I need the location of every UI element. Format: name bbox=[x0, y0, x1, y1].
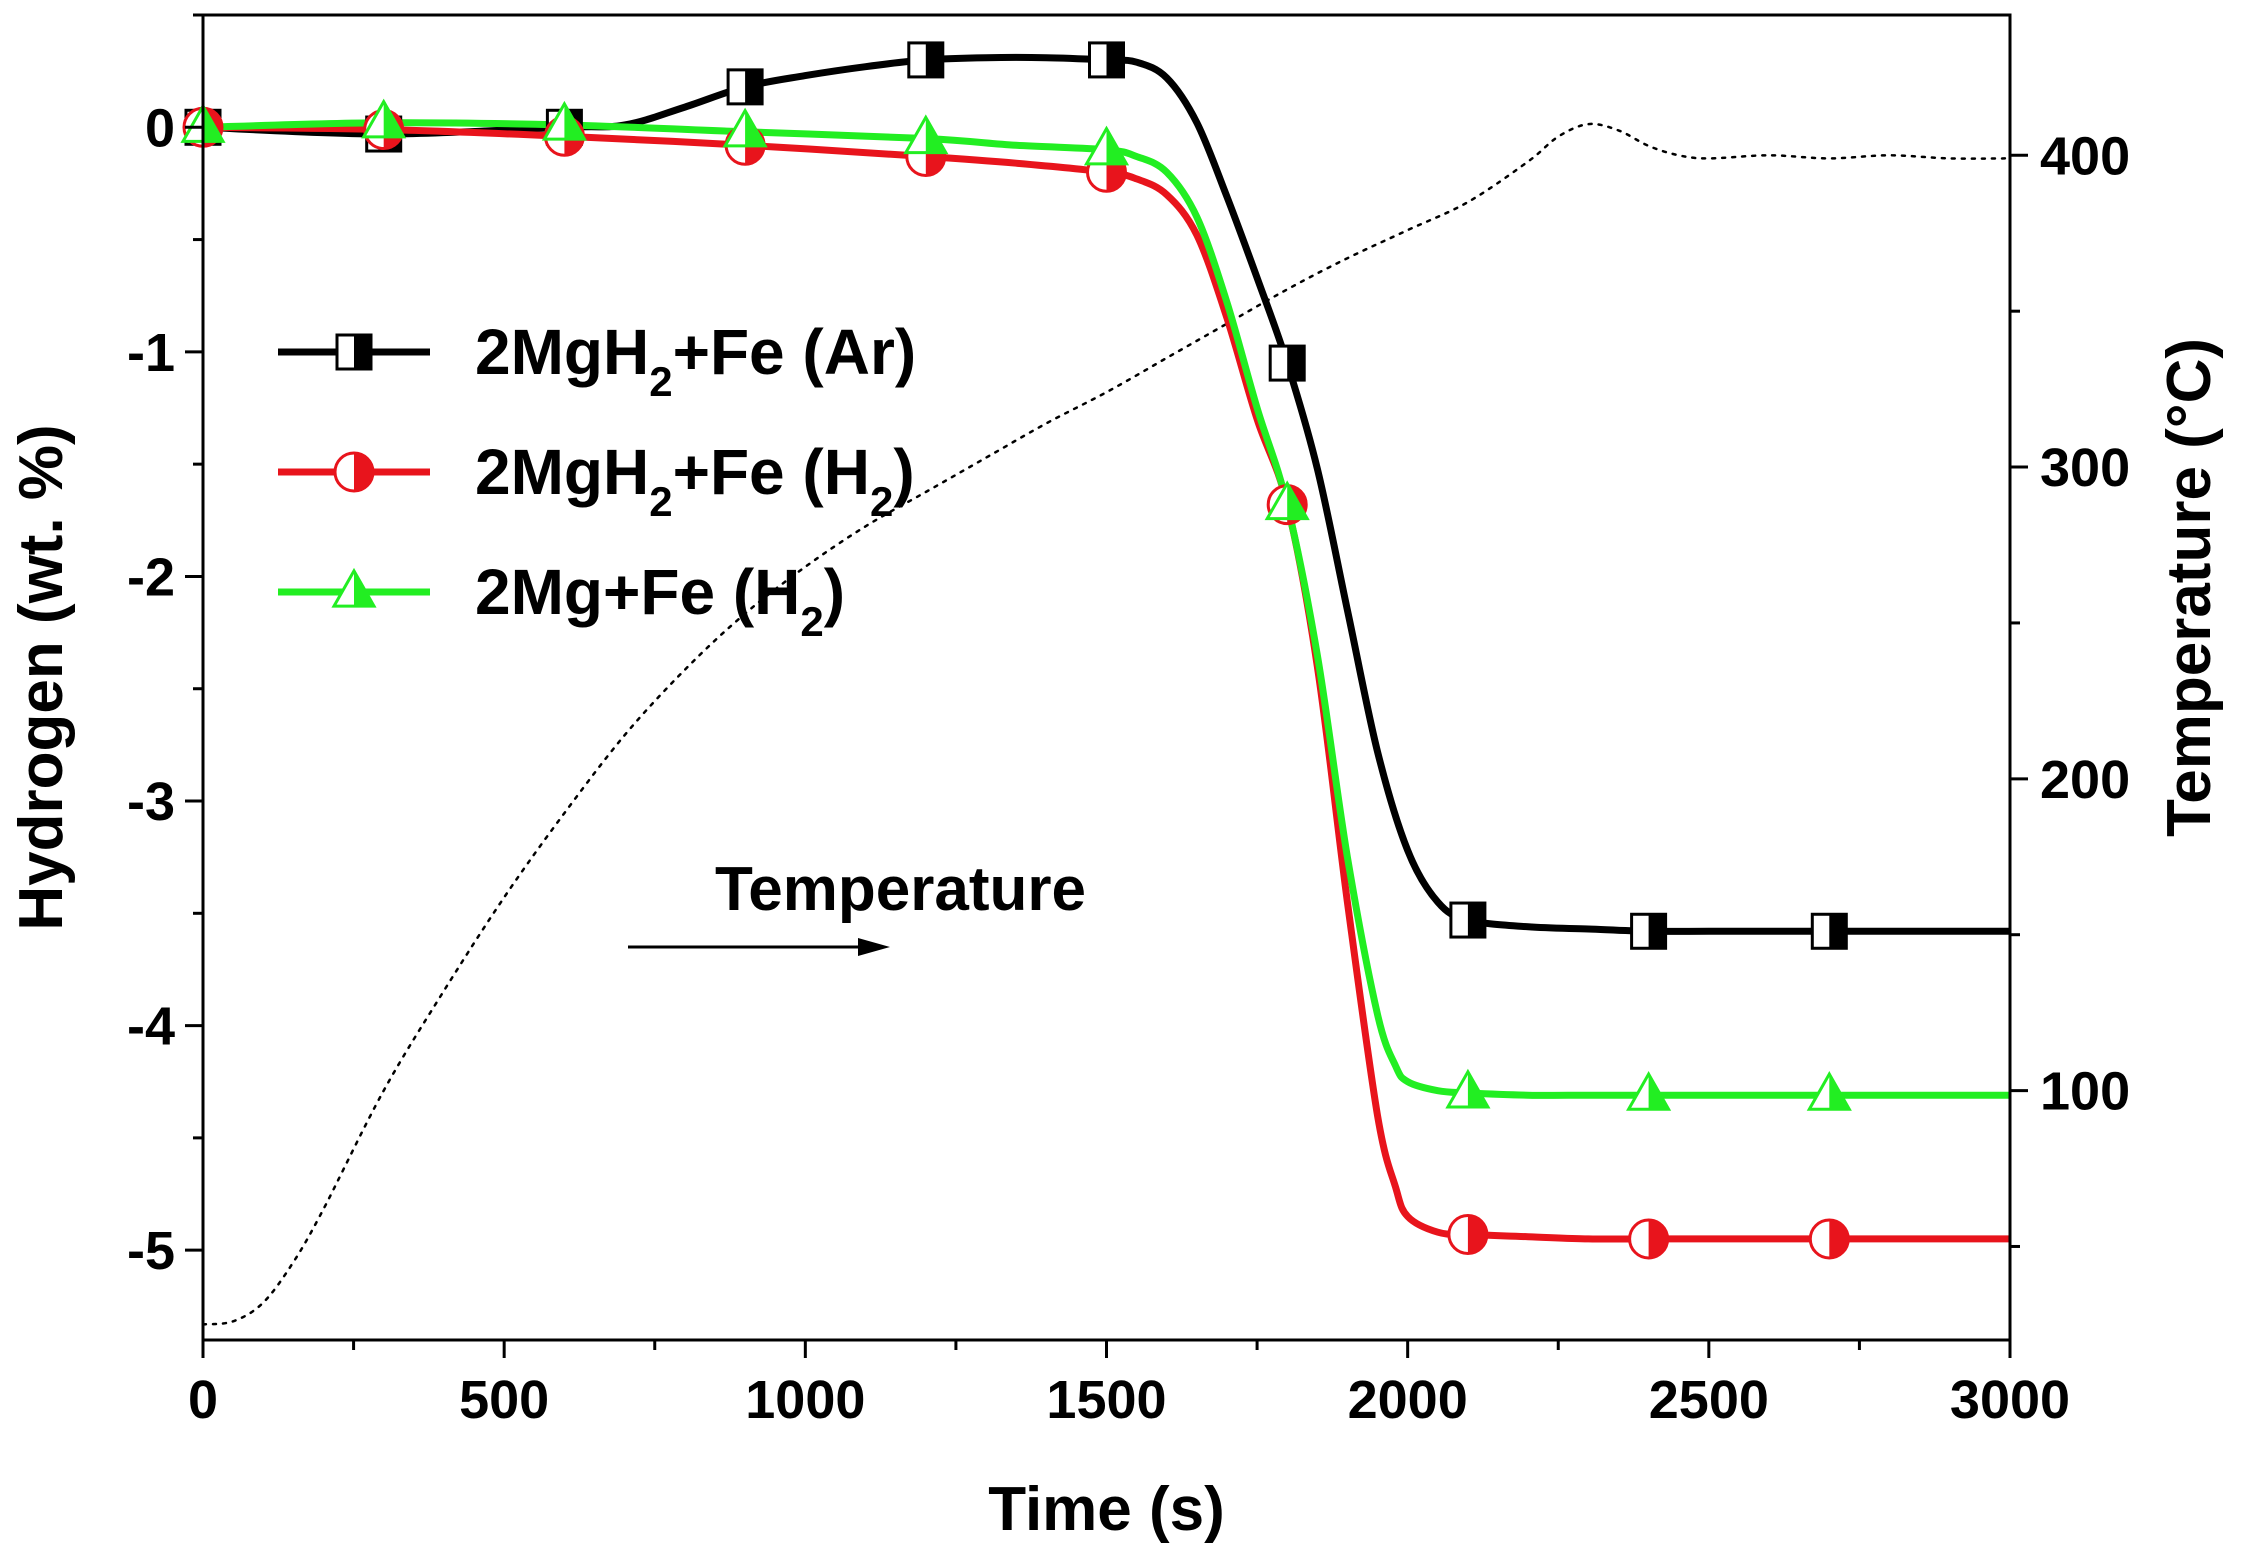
series-line-2 bbox=[203, 119, 2010, 1099]
data-point-1-fill bbox=[1467, 1215, 1487, 1254]
x-tick-label: 500 bbox=[459, 1370, 549, 1430]
legend-label-0: 2MgH2+Fe (Ar) bbox=[475, 316, 916, 405]
y-left-tick-label: -1 bbox=[127, 323, 175, 383]
legend-text-part: ) bbox=[893, 436, 914, 508]
legend-label-1: 2MgH2+Fe (H2) bbox=[475, 436, 915, 525]
legend: 2MgH2+Fe (Ar)2MgH2+Fe (H2)2Mg+Fe (H2) bbox=[278, 316, 916, 645]
legend-marker-2-fill bbox=[354, 570, 374, 607]
annotation-arrow-head bbox=[858, 938, 890, 956]
legend-text-part: +Fe (Ar) bbox=[673, 316, 917, 388]
data-point-2-fill bbox=[564, 103, 585, 140]
data-point-2-fill bbox=[745, 110, 766, 146]
y-right-tick-label: 200 bbox=[2040, 750, 2130, 810]
data-point-2-fill bbox=[1106, 128, 1127, 164]
data-point-2 bbox=[361, 98, 407, 139]
data-point-2 bbox=[1083, 125, 1130, 166]
legend-subscript: 2 bbox=[800, 598, 823, 645]
legend-text-part: +Fe (H bbox=[673, 436, 870, 508]
legend-text-part: 2Mg+Fe (H bbox=[475, 556, 800, 628]
data-point-2 bbox=[722, 107, 768, 148]
legend-marker-2 bbox=[331, 567, 377, 608]
y-left-tick-label: -3 bbox=[127, 772, 175, 832]
legend-marker-1-fill bbox=[354, 453, 373, 491]
data-point-2 bbox=[1445, 1068, 1491, 1109]
data-point-0-fill bbox=[1106, 42, 1124, 77]
legend-subscript: 2 bbox=[649, 478, 672, 525]
data-point-0-fill bbox=[1287, 346, 1305, 381]
temperature-annotation-label: Temperature bbox=[715, 855, 1086, 924]
legend-marker-1 bbox=[333, 451, 375, 493]
y-axis-left-title: Hydrogen (wt. %) bbox=[7, 424, 76, 930]
x-tick-label: 1000 bbox=[745, 1370, 865, 1430]
x-axis-title: Time (s) bbox=[988, 1475, 1225, 1544]
data-point-1-fill bbox=[1829, 1219, 1849, 1258]
data-point-2 bbox=[541, 100, 587, 141]
legend-subscript: 2 bbox=[870, 478, 893, 525]
data-point-0 bbox=[1810, 912, 1848, 950]
temperature-curve-layer bbox=[203, 122, 2010, 1326]
legend-marker-0 bbox=[335, 333, 373, 371]
y-right-tick-label: 100 bbox=[2040, 1062, 2130, 1122]
y-right-tick-label: 400 bbox=[2040, 126, 2130, 186]
legend-text-part: 2MgH bbox=[475, 316, 649, 388]
temperature-annotation-arrow bbox=[628, 938, 890, 956]
temperature-curve bbox=[203, 122, 2010, 1326]
data-point-2-fill bbox=[1467, 1071, 1488, 1108]
data-point-2-fill bbox=[1829, 1074, 1850, 1110]
data-point-2 bbox=[1626, 1071, 1672, 1111]
data-point-1-fill bbox=[1648, 1219, 1668, 1258]
ticks-layer: 0 500 1000 1500 2000 2500 3000 0 -1 -2 -3 -4 -5 100 20… bbox=[127, 13, 2130, 1430]
legend-subscript: 2 bbox=[649, 358, 672, 405]
data-point-2-fill bbox=[1287, 483, 1308, 519]
data-point-2 bbox=[903, 114, 949, 155]
data-point-0 bbox=[1088, 41, 1125, 79]
marker-layer bbox=[180, 41, 1852, 1260]
x-tick-label: 3000 bbox=[1950, 1370, 2070, 1430]
x-tick-label: 2000 bbox=[1348, 1370, 1468, 1430]
legend-label-2: 2Mg+Fe (H2) bbox=[475, 556, 845, 645]
x-tick-label: 1500 bbox=[1046, 1370, 1166, 1430]
y-left-tick-label: 0 bbox=[145, 98, 175, 158]
legend-marker-0-fill bbox=[354, 335, 371, 369]
data-point-0 bbox=[1449, 901, 1487, 939]
data-point-0 bbox=[1630, 912, 1668, 950]
data-point-0-fill bbox=[925, 42, 943, 77]
legend-text-part: ) bbox=[824, 556, 845, 628]
data-point-0-fill bbox=[1467, 903, 1485, 938]
data-point-2-fill bbox=[383, 101, 404, 137]
data-point-0 bbox=[726, 68, 764, 106]
x-tick-label: 0 bbox=[188, 1370, 218, 1430]
data-point-0-fill bbox=[745, 69, 763, 104]
data-point-2-fill bbox=[203, 106, 223, 142]
x-tick-label: 2500 bbox=[1649, 1370, 1769, 1430]
data-point-2-fill bbox=[1648, 1074, 1669, 1110]
data-point-2 bbox=[1264, 480, 1310, 521]
data-point-2 bbox=[1806, 1071, 1852, 1111]
data-point-1 bbox=[1808, 1218, 1850, 1260]
data-point-0-fill bbox=[1648, 914, 1666, 949]
data-point-2-fill bbox=[925, 117, 946, 153]
legend-text-part: 2MgH bbox=[475, 436, 649, 508]
data-point-1 bbox=[1447, 1213, 1489, 1255]
y-left-tick-label: -5 bbox=[127, 1221, 175, 1281]
data-point-0-fill bbox=[1829, 914, 1847, 949]
data-point-0 bbox=[1268, 344, 1306, 382]
y-axis-right-title: Temperature (°C) bbox=[2155, 338, 2224, 837]
y-left-tick-label: -2 bbox=[127, 547, 175, 607]
data-point-0 bbox=[907, 41, 945, 79]
y-left-tick-label: -4 bbox=[127, 997, 175, 1057]
y-right-tick-label: 300 bbox=[2040, 438, 2130, 498]
data-point-1 bbox=[1628, 1218, 1670, 1260]
